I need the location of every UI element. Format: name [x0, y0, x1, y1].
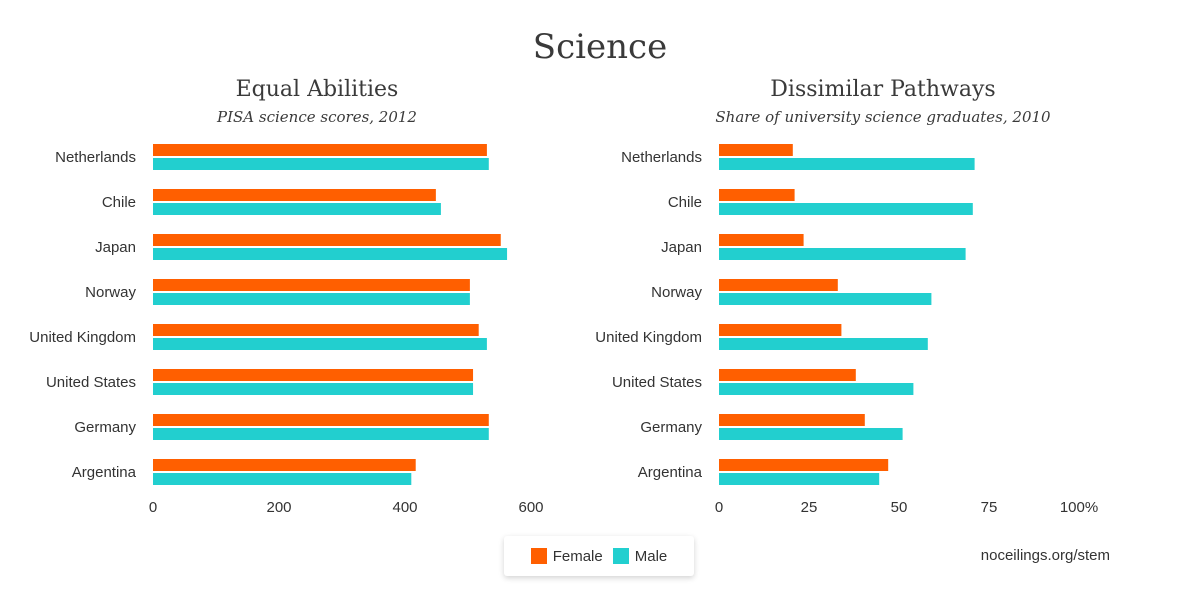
category-label: United States — [612, 374, 702, 391]
bar-female — [153, 324, 479, 336]
bar-female — [719, 324, 842, 336]
tick-label: 0 — [149, 499, 157, 516]
tick-label: 75 — [981, 499, 998, 516]
tick-label: 25 — [801, 499, 818, 516]
bar-male — [719, 383, 914, 395]
category-label: Argentina — [72, 464, 137, 481]
bar-male — [719, 293, 932, 305]
legend: Female Male — [504, 536, 694, 576]
category-label: Argentina — [638, 464, 703, 481]
category-label: Netherlands — [55, 149, 136, 166]
panel-subtitle: Share of university science graduates, 2… — [715, 108, 1051, 126]
bar-female — [153, 234, 501, 246]
bar-male — [153, 473, 412, 485]
bar-female — [153, 279, 470, 291]
tick-label: 50 — [891, 499, 908, 516]
bar-male — [153, 248, 508, 260]
bar-female — [153, 459, 416, 471]
panel-title: Dissimilar Pathways — [770, 77, 995, 102]
legend-female: Female — [530, 547, 603, 565]
legend-female-label: Female — [552, 547, 603, 565]
category-label: United States — [46, 374, 136, 391]
bar-male — [153, 203, 441, 215]
bar-male — [719, 158, 975, 170]
panel-1: Equal Abilities PISA science scores, 2012… — [29, 77, 543, 516]
bar-female — [719, 414, 865, 426]
bar-female — [719, 279, 838, 291]
bar-female — [719, 459, 889, 471]
category-label: Chile — [102, 194, 136, 211]
tick-label: 400 — [392, 499, 417, 516]
male-swatch — [612, 547, 629, 564]
category-label: Japan — [661, 239, 702, 256]
bar-male — [719, 248, 966, 260]
bar-female — [153, 369, 474, 381]
category-label: Norway — [651, 284, 702, 301]
main-title: Science — [533, 27, 667, 67]
bar-female — [719, 189, 795, 201]
tick-label: 600 — [518, 499, 543, 516]
tick-label: 200 — [266, 499, 291, 516]
bar-female — [719, 144, 793, 156]
panel-title: Equal Abilities — [236, 77, 399, 102]
panel-2: Dissimilar Pathways Share of university s… — [595, 77, 1098, 516]
tick-label: 100% — [1060, 499, 1098, 516]
bar-male — [153, 428, 489, 440]
tick-label: 0 — [715, 499, 723, 516]
source-link[interactable]: noceilings.org/stem — [980, 547, 1110, 564]
bar-male — [153, 338, 487, 350]
bar-male — [719, 338, 928, 350]
bar-female — [153, 414, 489, 426]
bar-male — [719, 203, 973, 215]
category-label: United Kingdom — [595, 329, 702, 346]
category-label: Norway — [85, 284, 136, 301]
bar-female — [153, 189, 436, 201]
bar-female — [719, 234, 804, 246]
category-label: Japan — [95, 239, 136, 256]
bar-male — [153, 158, 489, 170]
female-swatch — [530, 547, 547, 564]
legend-male-label: Male — [634, 547, 668, 565]
category-label: Chile — [668, 194, 702, 211]
bar-male — [153, 293, 470, 305]
bar-male — [719, 428, 903, 440]
bar-female — [719, 369, 856, 381]
category-label: Germany — [74, 419, 136, 436]
category-label: United Kingdom — [29, 329, 136, 346]
bar-female — [153, 144, 487, 156]
category-label: Netherlands — [621, 149, 702, 166]
bar-male — [719, 473, 880, 485]
panel-subtitle: PISA science scores, 2012 — [216, 108, 417, 126]
bar-male — [153, 383, 474, 395]
legend-male: Male — [612, 547, 668, 565]
category-label: Germany — [640, 419, 702, 436]
